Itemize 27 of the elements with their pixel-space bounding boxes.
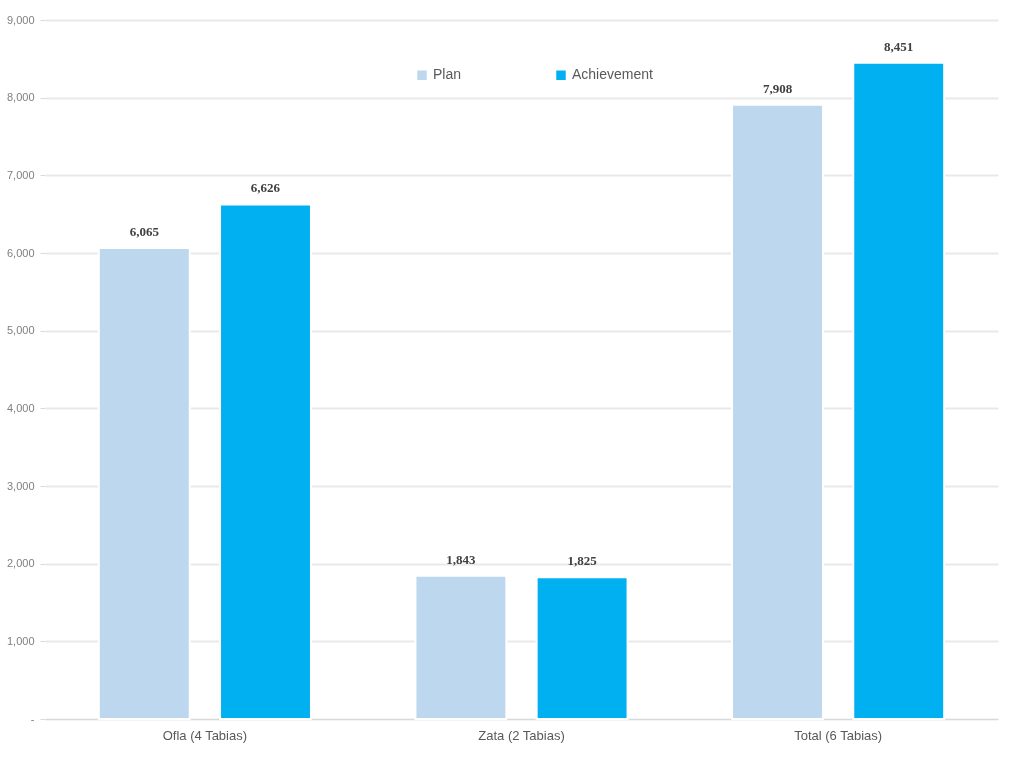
- data-label: 1,843: [446, 551, 477, 567]
- bar: [852, 61, 946, 720]
- y-tick-label: 1,000: [6, 634, 35, 647]
- data-label: 7,908: [762, 80, 793, 96]
- y-tick-label: 8,000: [6, 91, 35, 104]
- x-tick-label: Zata (2 Tabias): [478, 727, 565, 743]
- y-tick-label: 5,000: [6, 324, 35, 337]
- data-label: 6,065: [129, 223, 160, 239]
- legend-label: Achievement: [572, 66, 654, 83]
- bar: [414, 574, 508, 720]
- y-tick-label: 7,000: [6, 168, 35, 181]
- legend-label: Plan: [433, 66, 462, 83]
- y-tick-label: 4,000: [6, 401, 35, 414]
- x-tick-label: Total (6 Tabias): [794, 727, 883, 743]
- data-label: 8,451: [884, 38, 914, 54]
- data-label: 6,626: [250, 180, 281, 196]
- y-tick-label: 3,000: [6, 479, 35, 492]
- y-tick-label: 2,000: [6, 557, 35, 570]
- bar: [97, 246, 191, 720]
- x-tick-label: Ofla (4 Tabias): [162, 727, 248, 743]
- bar: [535, 576, 629, 720]
- data-label: 1,825: [567, 553, 598, 569]
- y-tick-label: -: [30, 712, 35, 725]
- y-tick-label: 9,000: [6, 13, 35, 26]
- y-tick-label: 6,000: [6, 246, 35, 259]
- bar: [731, 103, 824, 720]
- bar: [219, 203, 312, 720]
